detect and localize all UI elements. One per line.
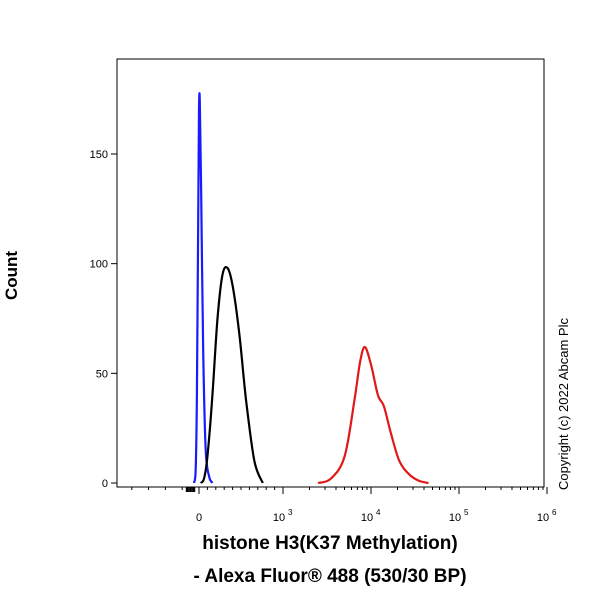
y-tick-label: 0	[102, 478, 108, 490]
histogram-series	[192, 92, 429, 485]
plot-frame	[116, 58, 545, 488]
histogram-line-1	[192, 92, 214, 484]
x-axis-label-line1: histone H3(K37 Methylation)	[202, 533, 458, 554]
x-axis-label-line2: - Alexa Fluor® 488 (530/30 BP)	[193, 566, 467, 587]
y-tick-label: 50	[96, 368, 108, 380]
y-axis-label: Count	[2, 250, 21, 300]
x-axis: 0 10 3 10 4 10 5 10 6	[131, 487, 557, 524]
histogram-line-2	[199, 266, 264, 484]
histogram-line-3	[317, 345, 429, 485]
x-tick-label: 0	[196, 512, 202, 524]
y-tick-label: 100	[90, 259, 108, 271]
y-axis: 0 50 100 150	[90, 149, 117, 490]
y-tick-label: 150	[90, 149, 108, 161]
x-tick-exponent: 6	[552, 508, 557, 517]
copyright-text: Copyright (c) 2022 Abcam Plc	[556, 318, 571, 490]
x-tick-exponent: 5	[464, 508, 469, 517]
x-tick-exponent: 4	[376, 508, 381, 517]
x-tick-label: 10	[449, 512, 461, 524]
x-tick-label: 10	[361, 512, 373, 524]
x-tick-label: 10	[273, 512, 285, 524]
x-tick-label: 10	[537, 512, 549, 524]
x-tick-exponent: 3	[288, 508, 293, 517]
